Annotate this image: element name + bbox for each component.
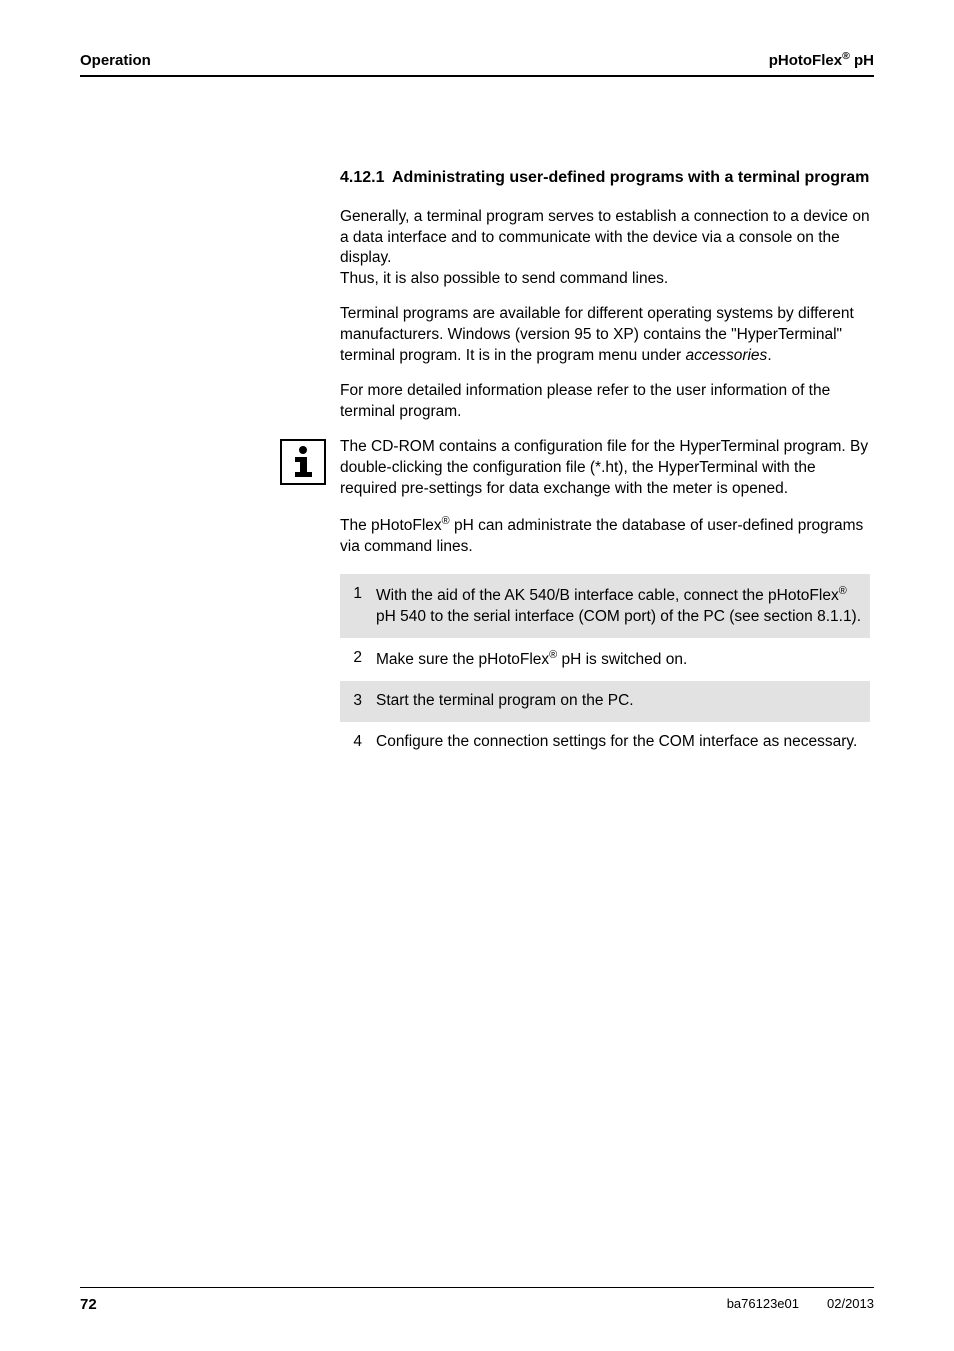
step2-sup: ® [549, 649, 557, 661]
header-right-prefix: pHotoFlex [769, 52, 842, 69]
step2-post: pH is switched on. [557, 651, 687, 668]
header-right-suffix: pH [850, 52, 874, 69]
steps-table: 1 With the aid of the AK 540/B interface… [340, 574, 870, 763]
p2-accessories-italic: accessories [685, 347, 767, 364]
step1-post: pH 540 to the serial interface (COM port… [376, 608, 861, 625]
step-number: 4 [340, 722, 368, 763]
page-number: 72 [80, 1296, 97, 1313]
p2-text-a: Terminal programs are available for diff… [340, 305, 854, 364]
info-icon-svg [288, 445, 318, 479]
page-footer: 72 ba76123e01 02/2013 [80, 1287, 874, 1313]
p4-sup: ® [442, 515, 450, 527]
content-column-2: The pHotoFlex® pH can administrate the d… [340, 514, 870, 763]
content-column: 4.12.1 Administrating user-defined progr… [340, 167, 870, 423]
footer-rule [80, 1287, 874, 1288]
header-right: pHotoFlex® pH [769, 50, 874, 69]
step-text: Configure the connection settings for th… [368, 722, 870, 763]
table-row: 1 With the aid of the AK 540/B interface… [340, 574, 870, 638]
step-text: Start the terminal program on the PC. [368, 681, 870, 722]
registered-mark: ® [842, 50, 850, 62]
step-number: 2 [340, 638, 368, 681]
header-left: Operation [80, 52, 151, 69]
section-number: 4.12.1 [340, 167, 392, 189]
footer-right: ba76123e01 02/2013 [727, 1296, 874, 1313]
info-icon [280, 439, 326, 485]
paragraph-terminal-programs: Terminal programs are available for diff… [340, 304, 870, 367]
footer-row: 72 ba76123e01 02/2013 [80, 1296, 874, 1313]
step1-sup: ® [839, 585, 847, 597]
step-text: With the aid of the AK 540/B interface c… [368, 574, 870, 638]
paragraph-intro: Generally, a terminal program serves to … [340, 207, 870, 291]
step-number: 1 [340, 574, 368, 638]
step2-pre: Make sure the pHotoFlex [376, 651, 549, 668]
table-row: 3 Start the terminal program on the PC. [340, 681, 870, 722]
step-number: 3 [340, 681, 368, 722]
p2-text-c: . [767, 347, 771, 364]
header-rule [80, 75, 874, 77]
p4-a: The pHotoFlex [340, 517, 442, 534]
paragraph-admin: The pHotoFlex® pH can administrate the d… [340, 514, 870, 558]
info-note-text: The CD-ROM contains a configuration file… [340, 437, 870, 500]
table-row: 4 Configure the connection settings for … [340, 722, 870, 763]
page: Operation pHotoFlex® pH 4.12.1 Administr… [0, 0, 954, 1351]
step-text: Make sure the pHotoFlex® pH is switched … [368, 638, 870, 681]
section-title-text: Administrating user-defined programs wit… [392, 167, 869, 189]
table-row: 2 Make sure the pHotoFlex® pH is switche… [340, 638, 870, 681]
steps-tbody: 1 With the aid of the AK 540/B interface… [340, 574, 870, 763]
step1-pre: With the aid of the AK 540/B interface c… [376, 587, 839, 604]
footer-date: 02/2013 [827, 1296, 874, 1313]
running-header: Operation pHotoFlex® pH [80, 50, 874, 75]
section-heading: 4.12.1 Administrating user-defined progr… [340, 167, 870, 189]
info-note-row: The CD-ROM contains a configuration file… [280, 437, 870, 500]
footer-doc-id: ba76123e01 [727, 1296, 799, 1313]
paragraph-more-info: For more detailed information please ref… [340, 381, 870, 423]
